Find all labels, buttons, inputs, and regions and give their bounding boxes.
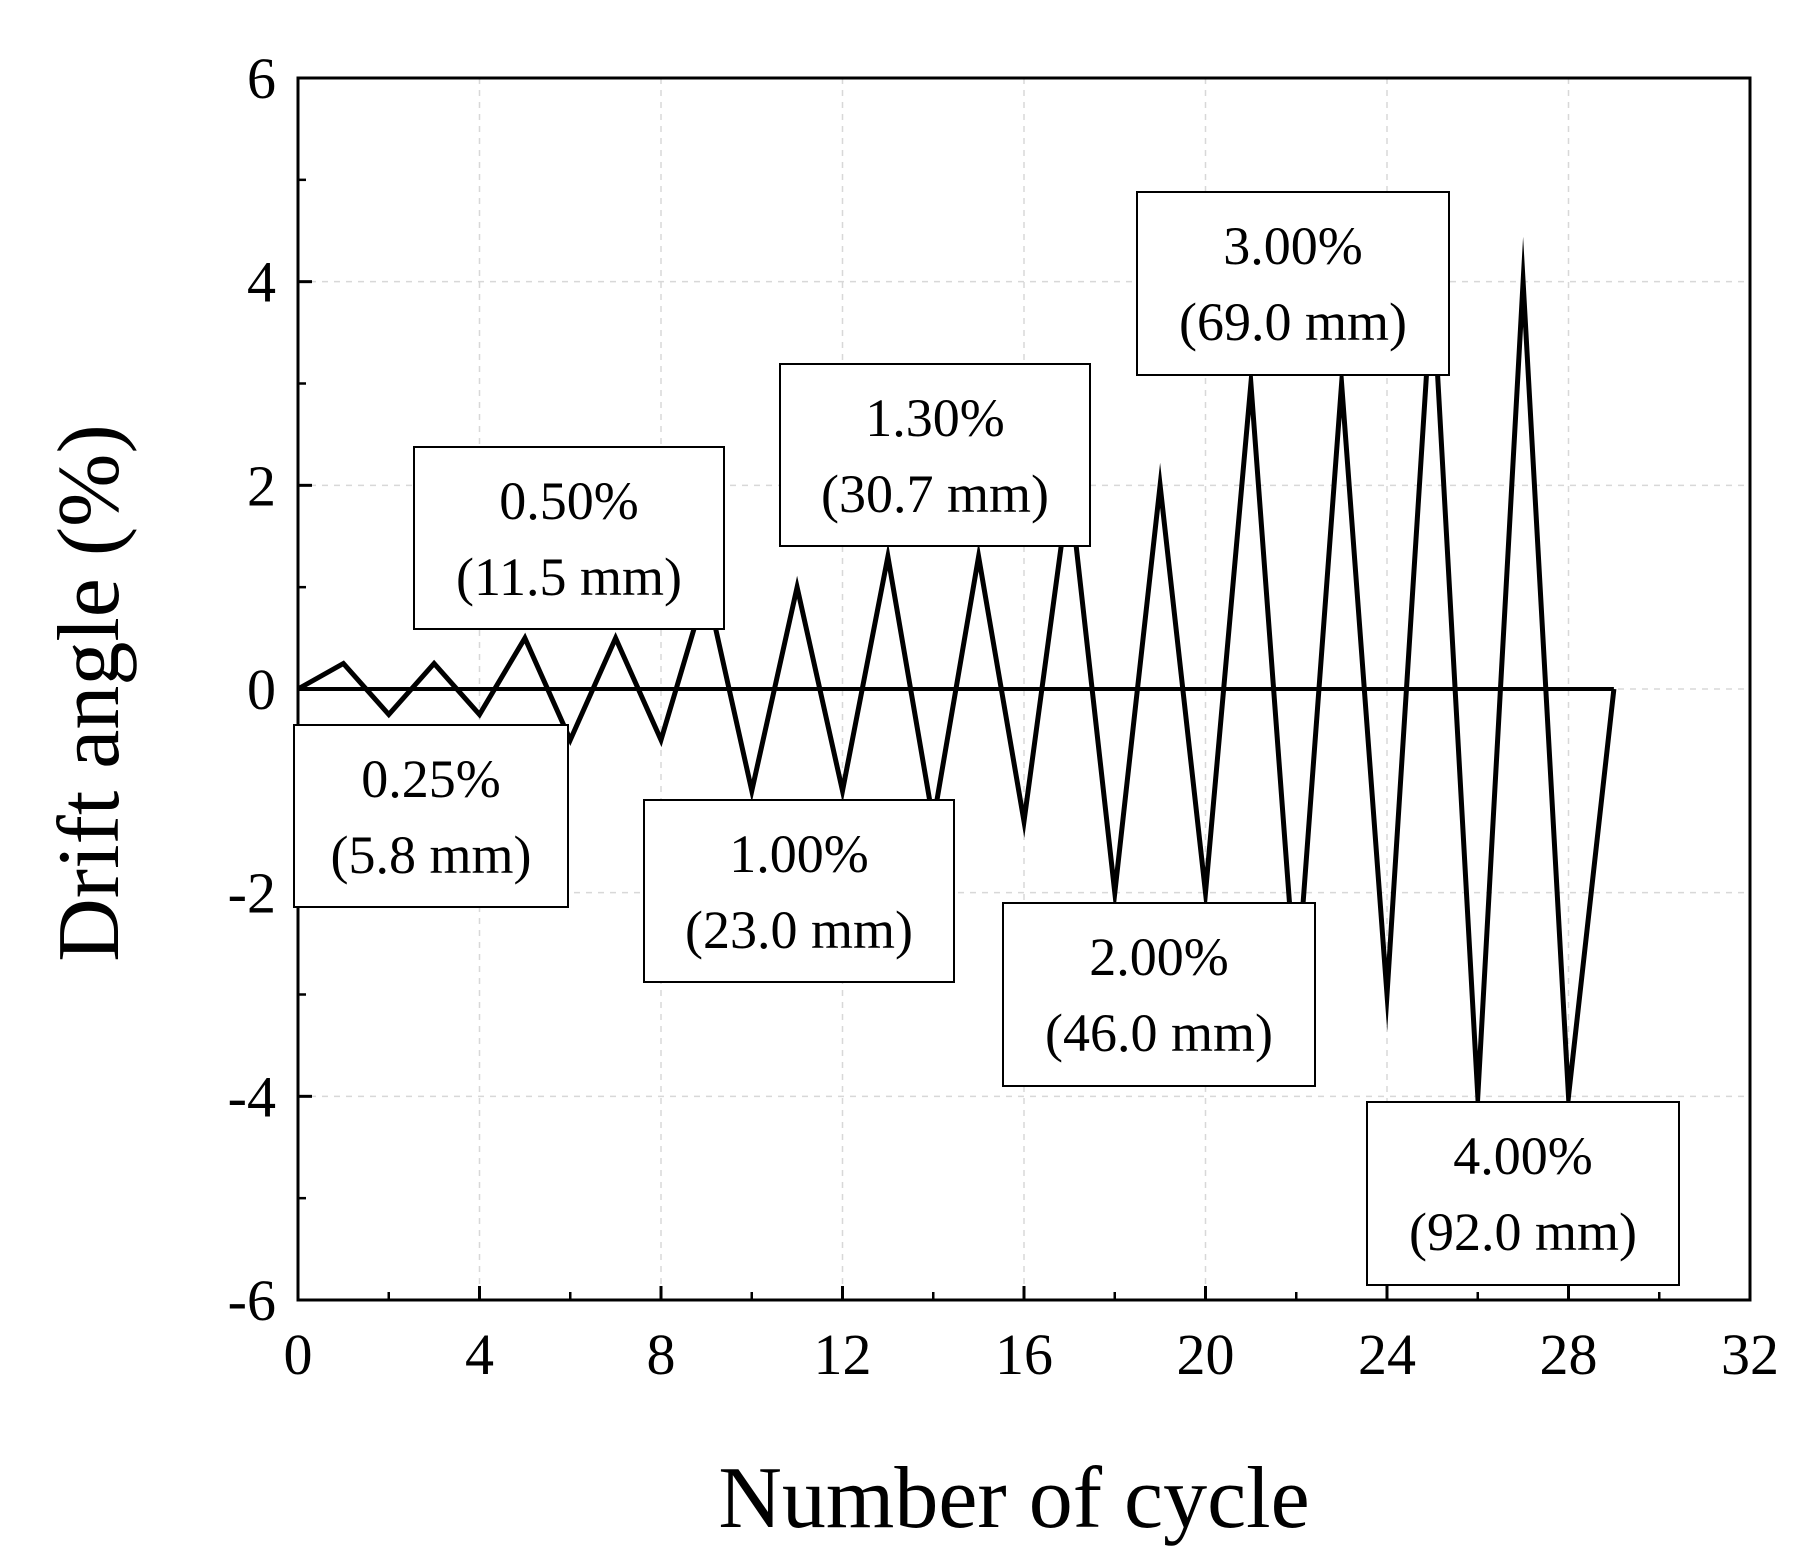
annotation-drift-value: 3.00% (1223, 216, 1362, 276)
x-tick-label-24: 24 (1358, 1322, 1416, 1387)
annotation-drift-value: 1.00% (729, 824, 868, 884)
annotation-displacement-value: (23.0 mm) (685, 900, 913, 960)
y-tick-label--6: -6 (228, 1268, 276, 1333)
annotation-frame (1366, 1101, 1680, 1286)
annotation-frame (1136, 191, 1450, 376)
annotations-group: 0.25% (5.8 mm) 0.50% (11.5 mm) 1.00% (23.0 mm… (293, 191, 1680, 1286)
annotation-drift-value: 0.25% (361, 749, 500, 809)
annotation-box-2-00pct: 2.00% (46.0 mm) (1002, 902, 1316, 1087)
annotation-drift-value: 1.30% (865, 388, 1004, 448)
series-group (296, 236, 1617, 1142)
x-tick-label-12: 12 (814, 1322, 872, 1387)
annotation-box-4-00pct: 4.00% (92.0 mm) (1366, 1101, 1680, 1286)
annotation-displacement-value: (5.8 mm) (331, 825, 532, 885)
y-axis-title: Drift angle (%) (41, 424, 138, 962)
y-tick-label-4: 4 (247, 250, 276, 315)
annotation-box-0-25pct: 0.25% (5.8 mm) (293, 724, 569, 908)
annotation-box-0-50pct: 0.50% (11.5 mm) (413, 446, 725, 630)
x-axis-title: Number of cycle (718, 1450, 1309, 1547)
annotation-box-1-30pct: 1.30% (30.7 mm) (779, 363, 1091, 547)
x-tick-label-8: 8 (647, 1322, 676, 1387)
annotation-frame (413, 446, 725, 630)
annotation-displacement-value: (11.5 mm) (456, 547, 682, 607)
annotation-frame (643, 799, 955, 983)
x-tick-label-20: 20 (1177, 1322, 1235, 1387)
y-tick-label-0: 0 (247, 657, 276, 722)
x-tick-label-16: 16 (995, 1322, 1053, 1387)
y-tick-label--4: -4 (228, 1064, 276, 1129)
y-tick-label-2: 2 (247, 453, 276, 518)
annotation-displacement-value: (30.7 mm) (821, 464, 1049, 524)
annotation-box-3-00pct: 3.00% (69.0 mm) (1136, 191, 1450, 376)
annotation-box-1-00pct: 1.00% (23.0 mm) (643, 799, 955, 983)
y-tick-label-6: 6 (247, 46, 276, 111)
annotation-drift-value: 2.00% (1089, 927, 1228, 987)
y-tick-label--2: -2 (228, 861, 276, 926)
annotation-drift-value: 4.00% (1453, 1126, 1592, 1186)
x-tick-label-28: 28 (1540, 1322, 1598, 1387)
annotation-drift-value: 0.50% (499, 471, 638, 531)
annotation-displacement-value: (69.0 mm) (1179, 292, 1407, 352)
x-tick-label-0: 0 (284, 1322, 313, 1387)
x-tick-label-32: 32 (1721, 1322, 1779, 1387)
annotation-frame (779, 363, 1091, 547)
series-line-0 (296, 236, 1617, 1142)
annotation-frame (1002, 902, 1316, 1087)
x-tick-label-4: 4 (465, 1322, 494, 1387)
annotation-displacement-value: (92.0 mm) (1409, 1202, 1637, 1262)
annotation-frame (293, 724, 569, 908)
annotation-displacement-value: (46.0 mm) (1045, 1003, 1273, 1063)
